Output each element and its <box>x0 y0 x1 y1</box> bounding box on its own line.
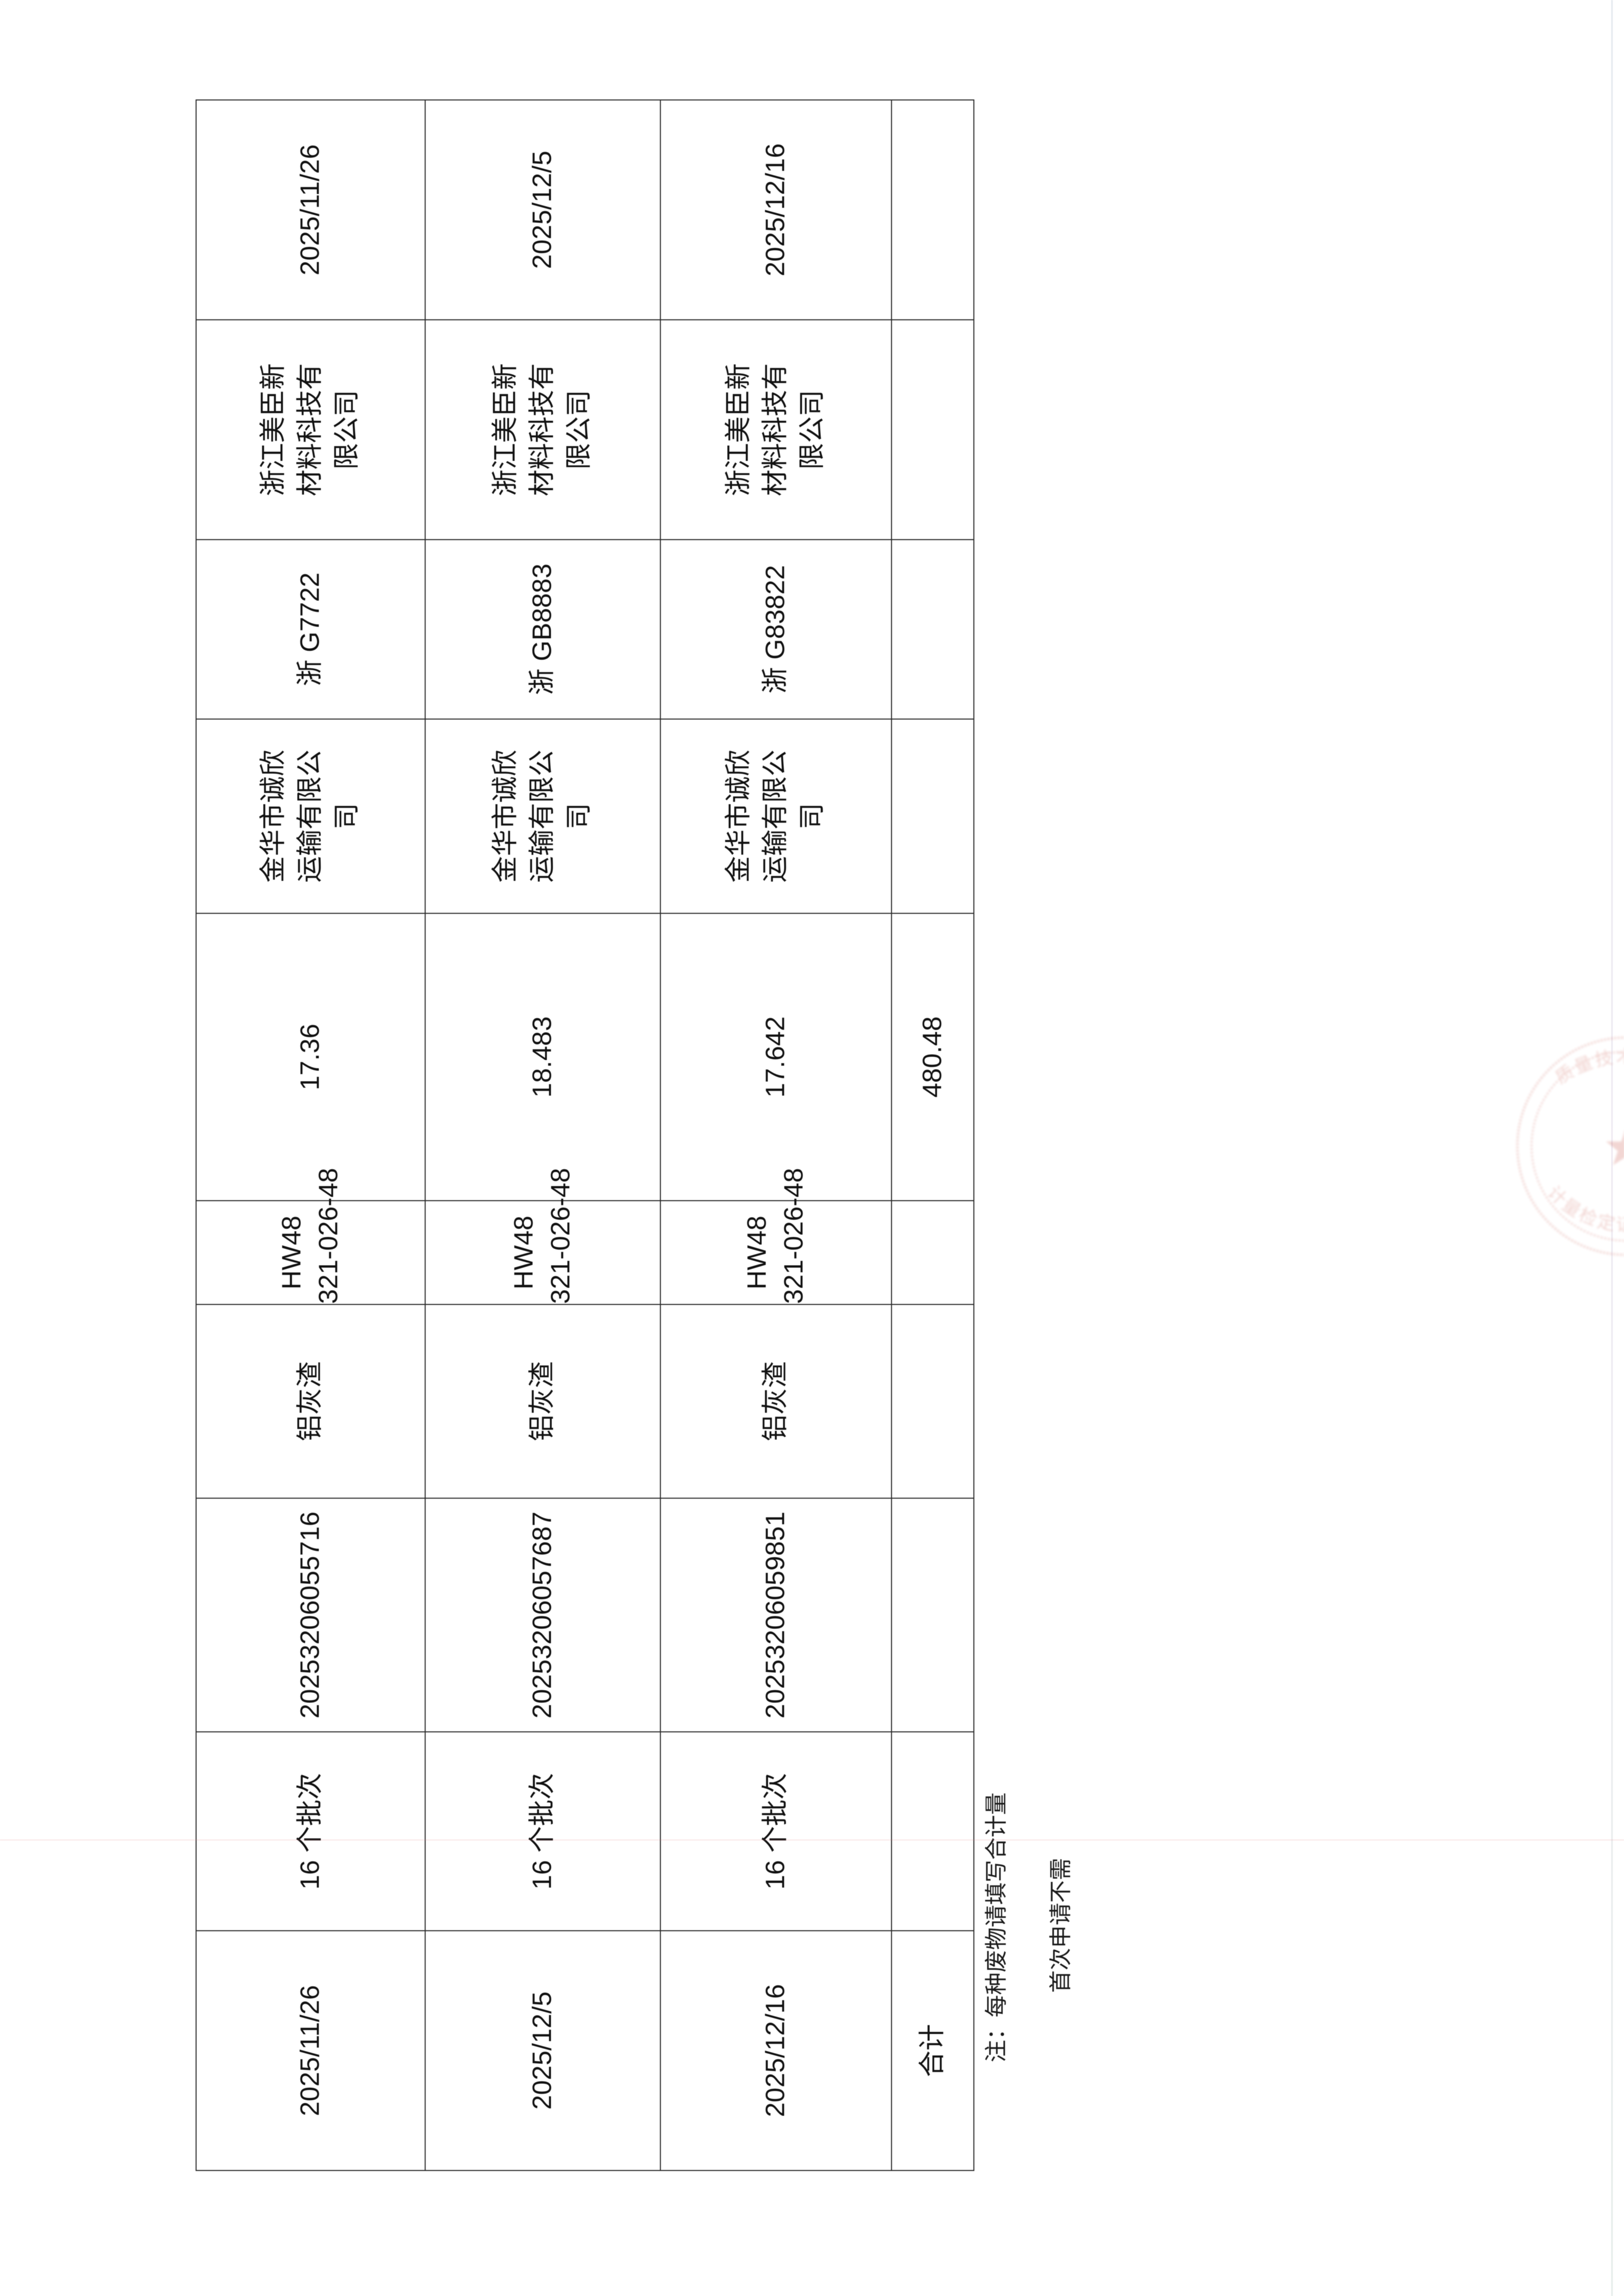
svg-text:质量技术监督局: 质量技术监督局 <box>1552 1048 1624 1088</box>
